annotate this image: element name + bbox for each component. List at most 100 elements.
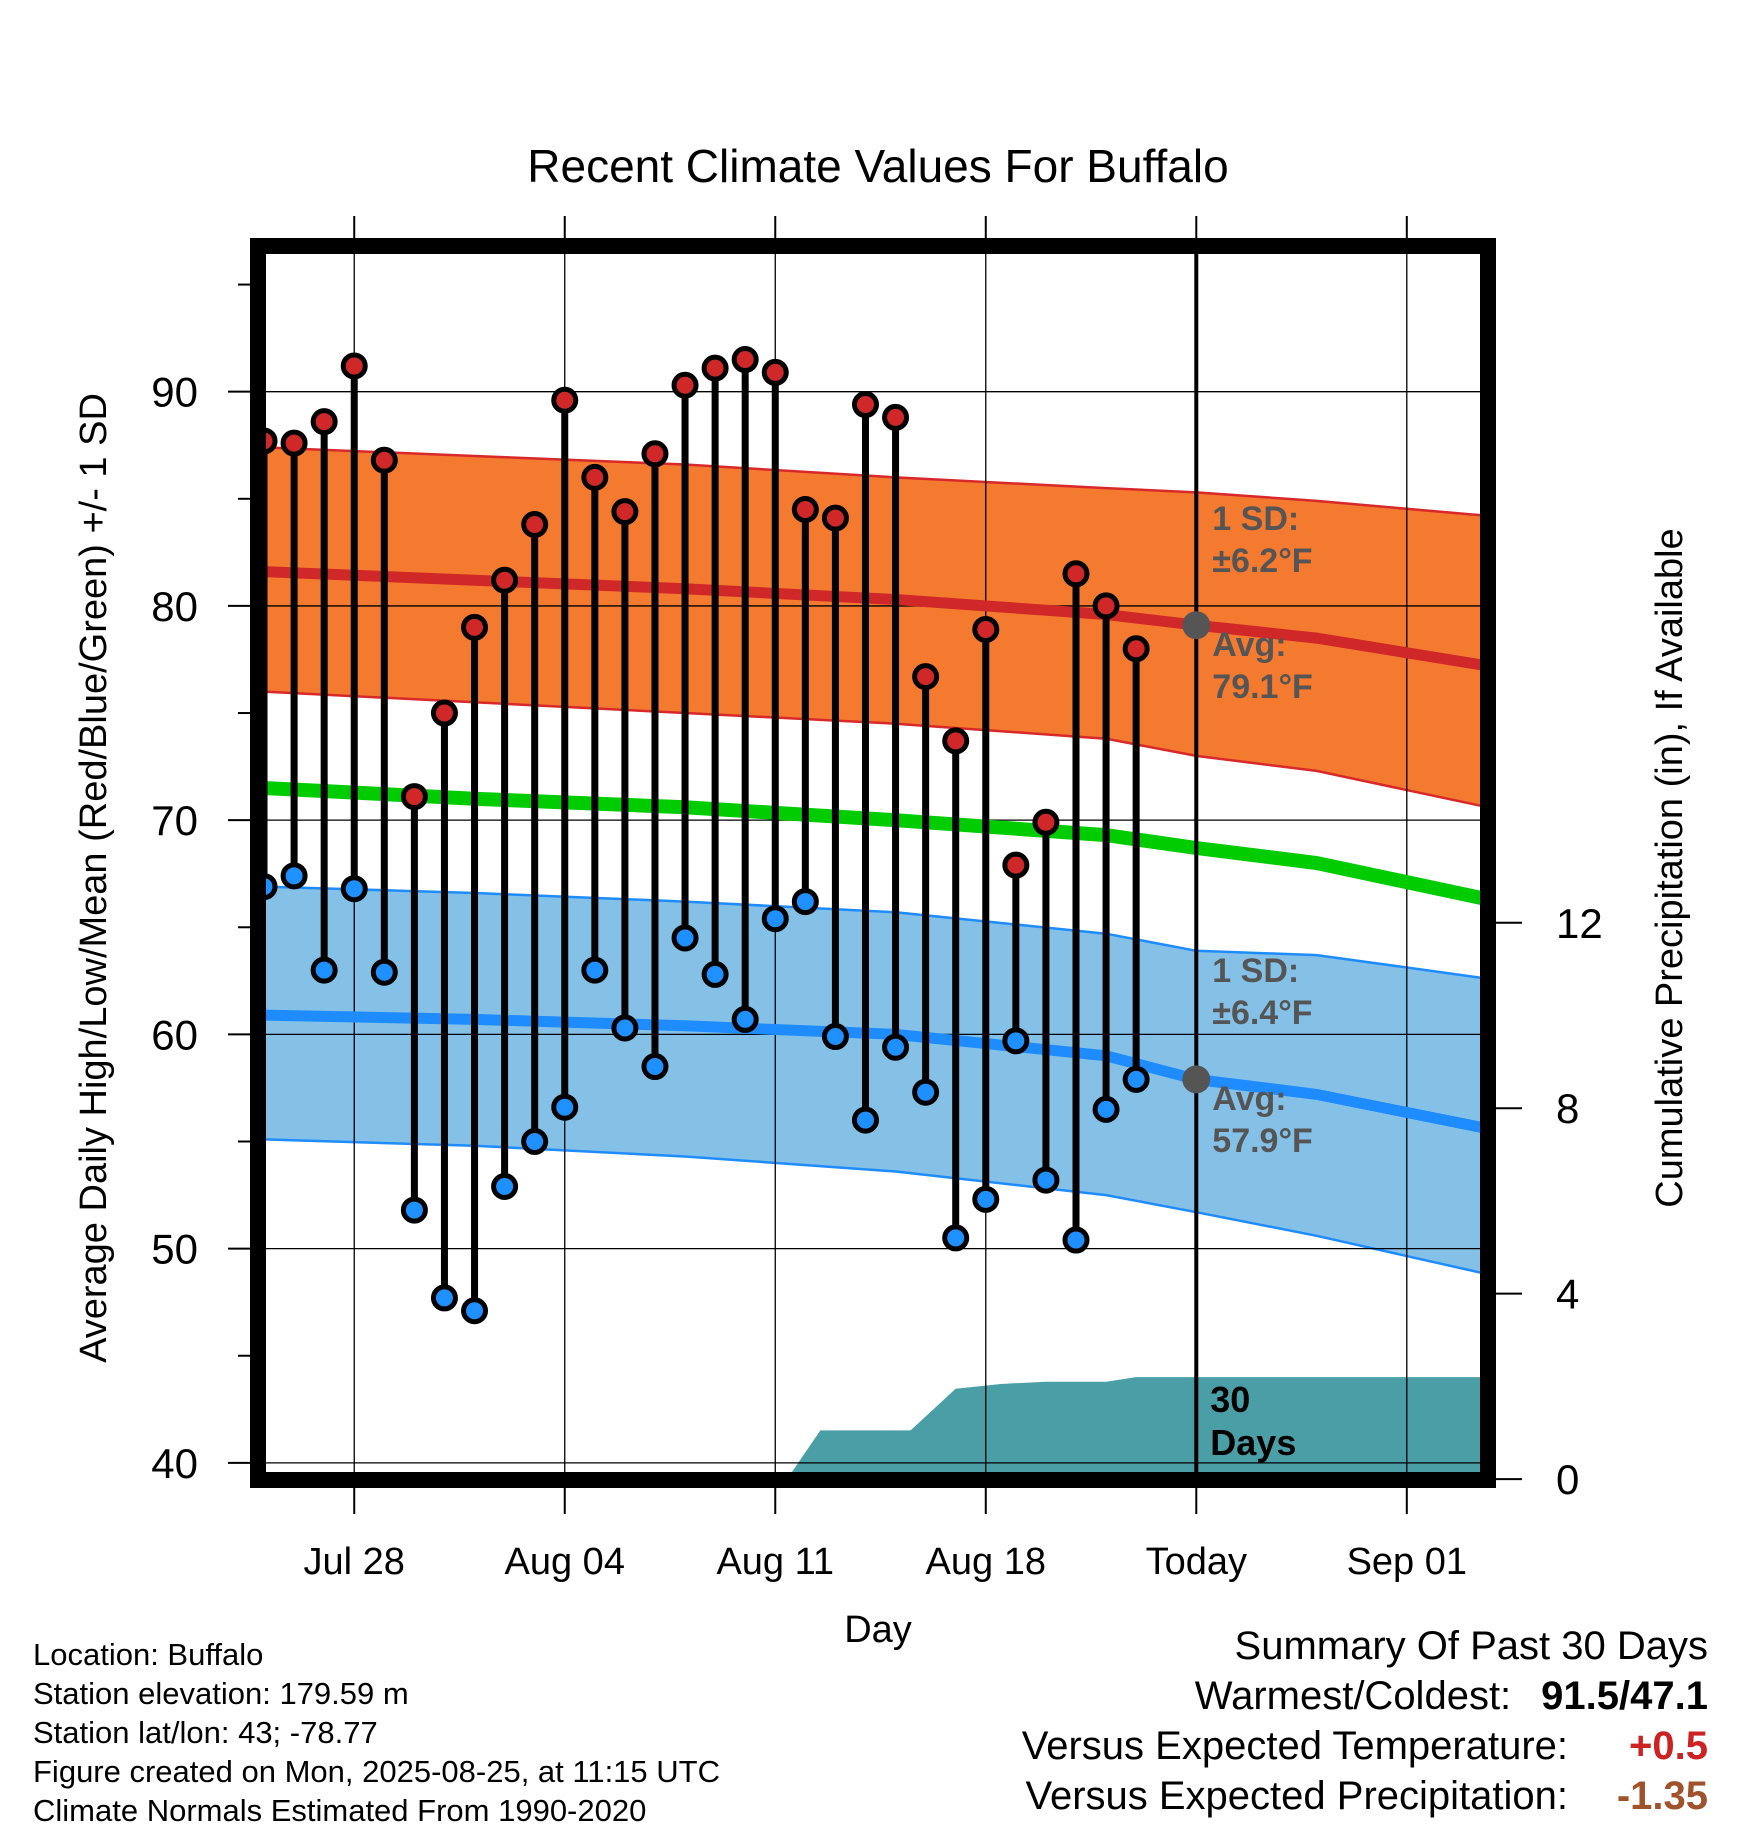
daily-low-point [461,1297,489,1325]
y-tick-label-left: 50 [151,1226,198,1273]
today-high-avg-marker [1182,611,1211,640]
warm-cold-value: 91.5/47.1 [1541,1674,1708,1718]
high-sd-upper-edge [263,446,1489,518]
daily-high-point [791,496,819,524]
summary-warm-cold: Warmest/Coldest: 91.5/47.1 [1195,1674,1708,1719]
summary-temp: Versus Expected Temperature: +0.5 [1022,1724,1708,1769]
precip-value: -1.35 [1616,1774,1708,1818]
daily-low-point [1122,1065,1150,1093]
x-tick-label: Sep 01 [1347,1541,1467,1583]
y-axis-label-left: Average Daily High/Low/Mean (Red/Blue/Gr… [73,393,115,1363]
high-sd-label: 1 SD: [1212,500,1299,538]
low-sd-band [264,886,1488,1275]
daily-low-point [370,958,398,986]
daily-high-point [461,613,489,641]
high-avg-value: 79.1°F [1212,668,1313,706]
daily-low-point [400,1196,428,1224]
low-sd-lower-edge [263,1138,1489,1276]
daily-high-point [671,371,699,399]
daily-high-point [701,354,729,382]
daily-high-point [310,408,338,436]
daily-low-point [761,905,789,933]
daily-high-point [761,358,789,386]
daily-high-point [340,352,368,380]
daily-low-point [882,1033,910,1061]
info-normals: Climate Normals Estimated From 1990-2020 [33,1793,647,1828]
daily-high-point [821,504,849,532]
y-tick-label-left: 90 [151,369,198,416]
low-sd-label: 1 SD: [1212,952,1299,990]
daily-low-point [851,1106,879,1134]
daily-high-point [882,403,910,431]
low-normal-line [263,1009,1490,1135]
daily-high-point [1032,808,1060,836]
temp-value: +0.5 [1629,1724,1708,1768]
daily-low-point [731,1005,759,1033]
x-tick-label: Aug 04 [505,1541,625,1583]
low-avg-value: 57.9°F [1212,1122,1313,1160]
daily-high-point [551,386,579,414]
daily-low-point [1002,1027,1030,1055]
x-tick-label: Today [1146,1541,1247,1583]
y-tick-label-right: 4 [1556,1271,1579,1318]
high-avg-label: Avg: [1212,626,1286,664]
x-tick-label: Aug 11 [716,1541,834,1583]
y-tick-label-left: 70 [151,797,198,844]
x-tick-label: Jul 28 [304,1541,405,1583]
info-elevation: Station elevation: 179.59 m [33,1676,409,1711]
daily-low-point [701,960,729,988]
y-tick-label-left: 40 [151,1440,198,1487]
chart-title: Recent Climate Values For Buffalo [527,140,1228,192]
daily-high-point [1122,635,1150,663]
daily-high-point [641,440,669,468]
daily-high-point [370,446,398,474]
daily-high-point [521,511,549,539]
plot-frame [250,238,1496,1488]
mean-normal-line [263,781,1490,907]
high-sd-lower-edge [263,690,1489,809]
low-avg-label: Avg: [1212,1080,1286,1118]
daily-high-point [912,663,940,691]
today-low-avg-marker [1182,1065,1211,1094]
period-label-line1: 30 [1210,1379,1250,1420]
daily-low-point [671,924,699,952]
warm-cold-label: Warmest/Coldest: [1194,1674,1512,1718]
temp-label: Versus Expected Temperature: [1021,1724,1568,1768]
high-sd-value: ±6.2°F [1212,542,1312,580]
daily-high-point [1092,592,1120,620]
daily-high-point [972,615,1000,643]
summary-title: Summary Of Past 30 Days [1234,1624,1708,1668]
high-sd-band [264,447,1488,808]
info-location: Location: Buffalo [33,1637,264,1672]
daily-high-point [1002,851,1030,879]
daily-low-point [551,1093,579,1121]
period-label-line2: Days [1210,1422,1296,1463]
daily-low-point [912,1078,940,1106]
daily-high-point [581,463,609,491]
daily-high-point [851,391,879,419]
daily-high-point [731,346,759,374]
daily-low-point [340,875,368,903]
info-created: Figure created on Mon, 2025-08-25, at 11… [33,1754,720,1789]
summary-precip: Versus Expected Precipitation: -1.35 [1025,1774,1708,1819]
daily-low-point [491,1172,519,1200]
daily-high-point [1062,560,1090,588]
plot-area: 1 SD: ±6.2°F Avg: 79.1°F 1 SD: ±6.4°F Avg: 57.9… [151,216,1603,1583]
daily-low-point [972,1185,1000,1213]
daily-low-point [280,862,308,890]
low-sd-value: ±6.4°F [1212,994,1312,1032]
daily-low-point [791,888,819,916]
daily-low-point [581,956,609,984]
y-axis-label-right: Cumulative Precipitation (in), If Availa… [1649,528,1691,1207]
y-tick-label-right: 12 [1556,900,1603,947]
daily-high-point [400,783,428,811]
daily-low-point [942,1224,970,1252]
x-axis-label: Day [844,1609,912,1651]
daily-high-point [430,699,458,727]
daily-high-point [942,727,970,755]
y-tick-label-left: 60 [151,1011,198,1058]
daily-low-point [310,956,338,984]
daily-high-point [491,566,519,594]
daily-low-point [1092,1095,1120,1123]
